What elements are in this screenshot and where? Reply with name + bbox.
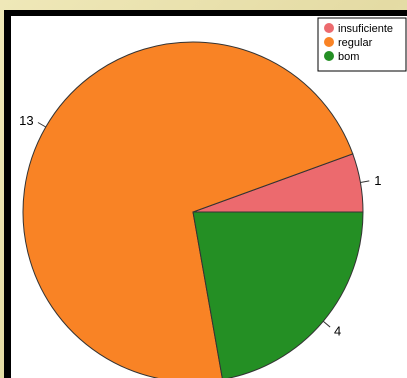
slice-labels: 1 13 4 <box>19 113 381 338</box>
legend-label-regular: regular <box>338 37 373 49</box>
pie-slices <box>22 41 364 378</box>
pie-slice-bom <box>192 211 364 378</box>
legend-swatch-regular <box>324 37 334 47</box>
legend: insuficiente regular bom <box>317 17 407 72</box>
chart-panel: 1 13 4 insuficiente regular bom <box>11 16 407 378</box>
slice-label-regular: 13 <box>19 113 33 128</box>
pie-slice-regular <box>22 41 354 378</box>
slice-label-bom: 4 <box>334 323 341 338</box>
slice-label-insuficiente: 1 <box>374 173 381 188</box>
legend-label-insuficiente: insuficiente <box>338 23 393 35</box>
legend-swatch-insuficiente <box>324 23 334 33</box>
legend-swatch-bom <box>324 51 334 61</box>
slice-tick-regular <box>37 122 47 128</box>
slice-tick-bom <box>322 320 331 328</box>
pie-chart: 1 13 4 insuficiente regular bom <box>19 17 407 378</box>
legend-label-bom: bom <box>338 51 359 63</box>
slice-tick-insuficiente <box>360 180 370 183</box>
